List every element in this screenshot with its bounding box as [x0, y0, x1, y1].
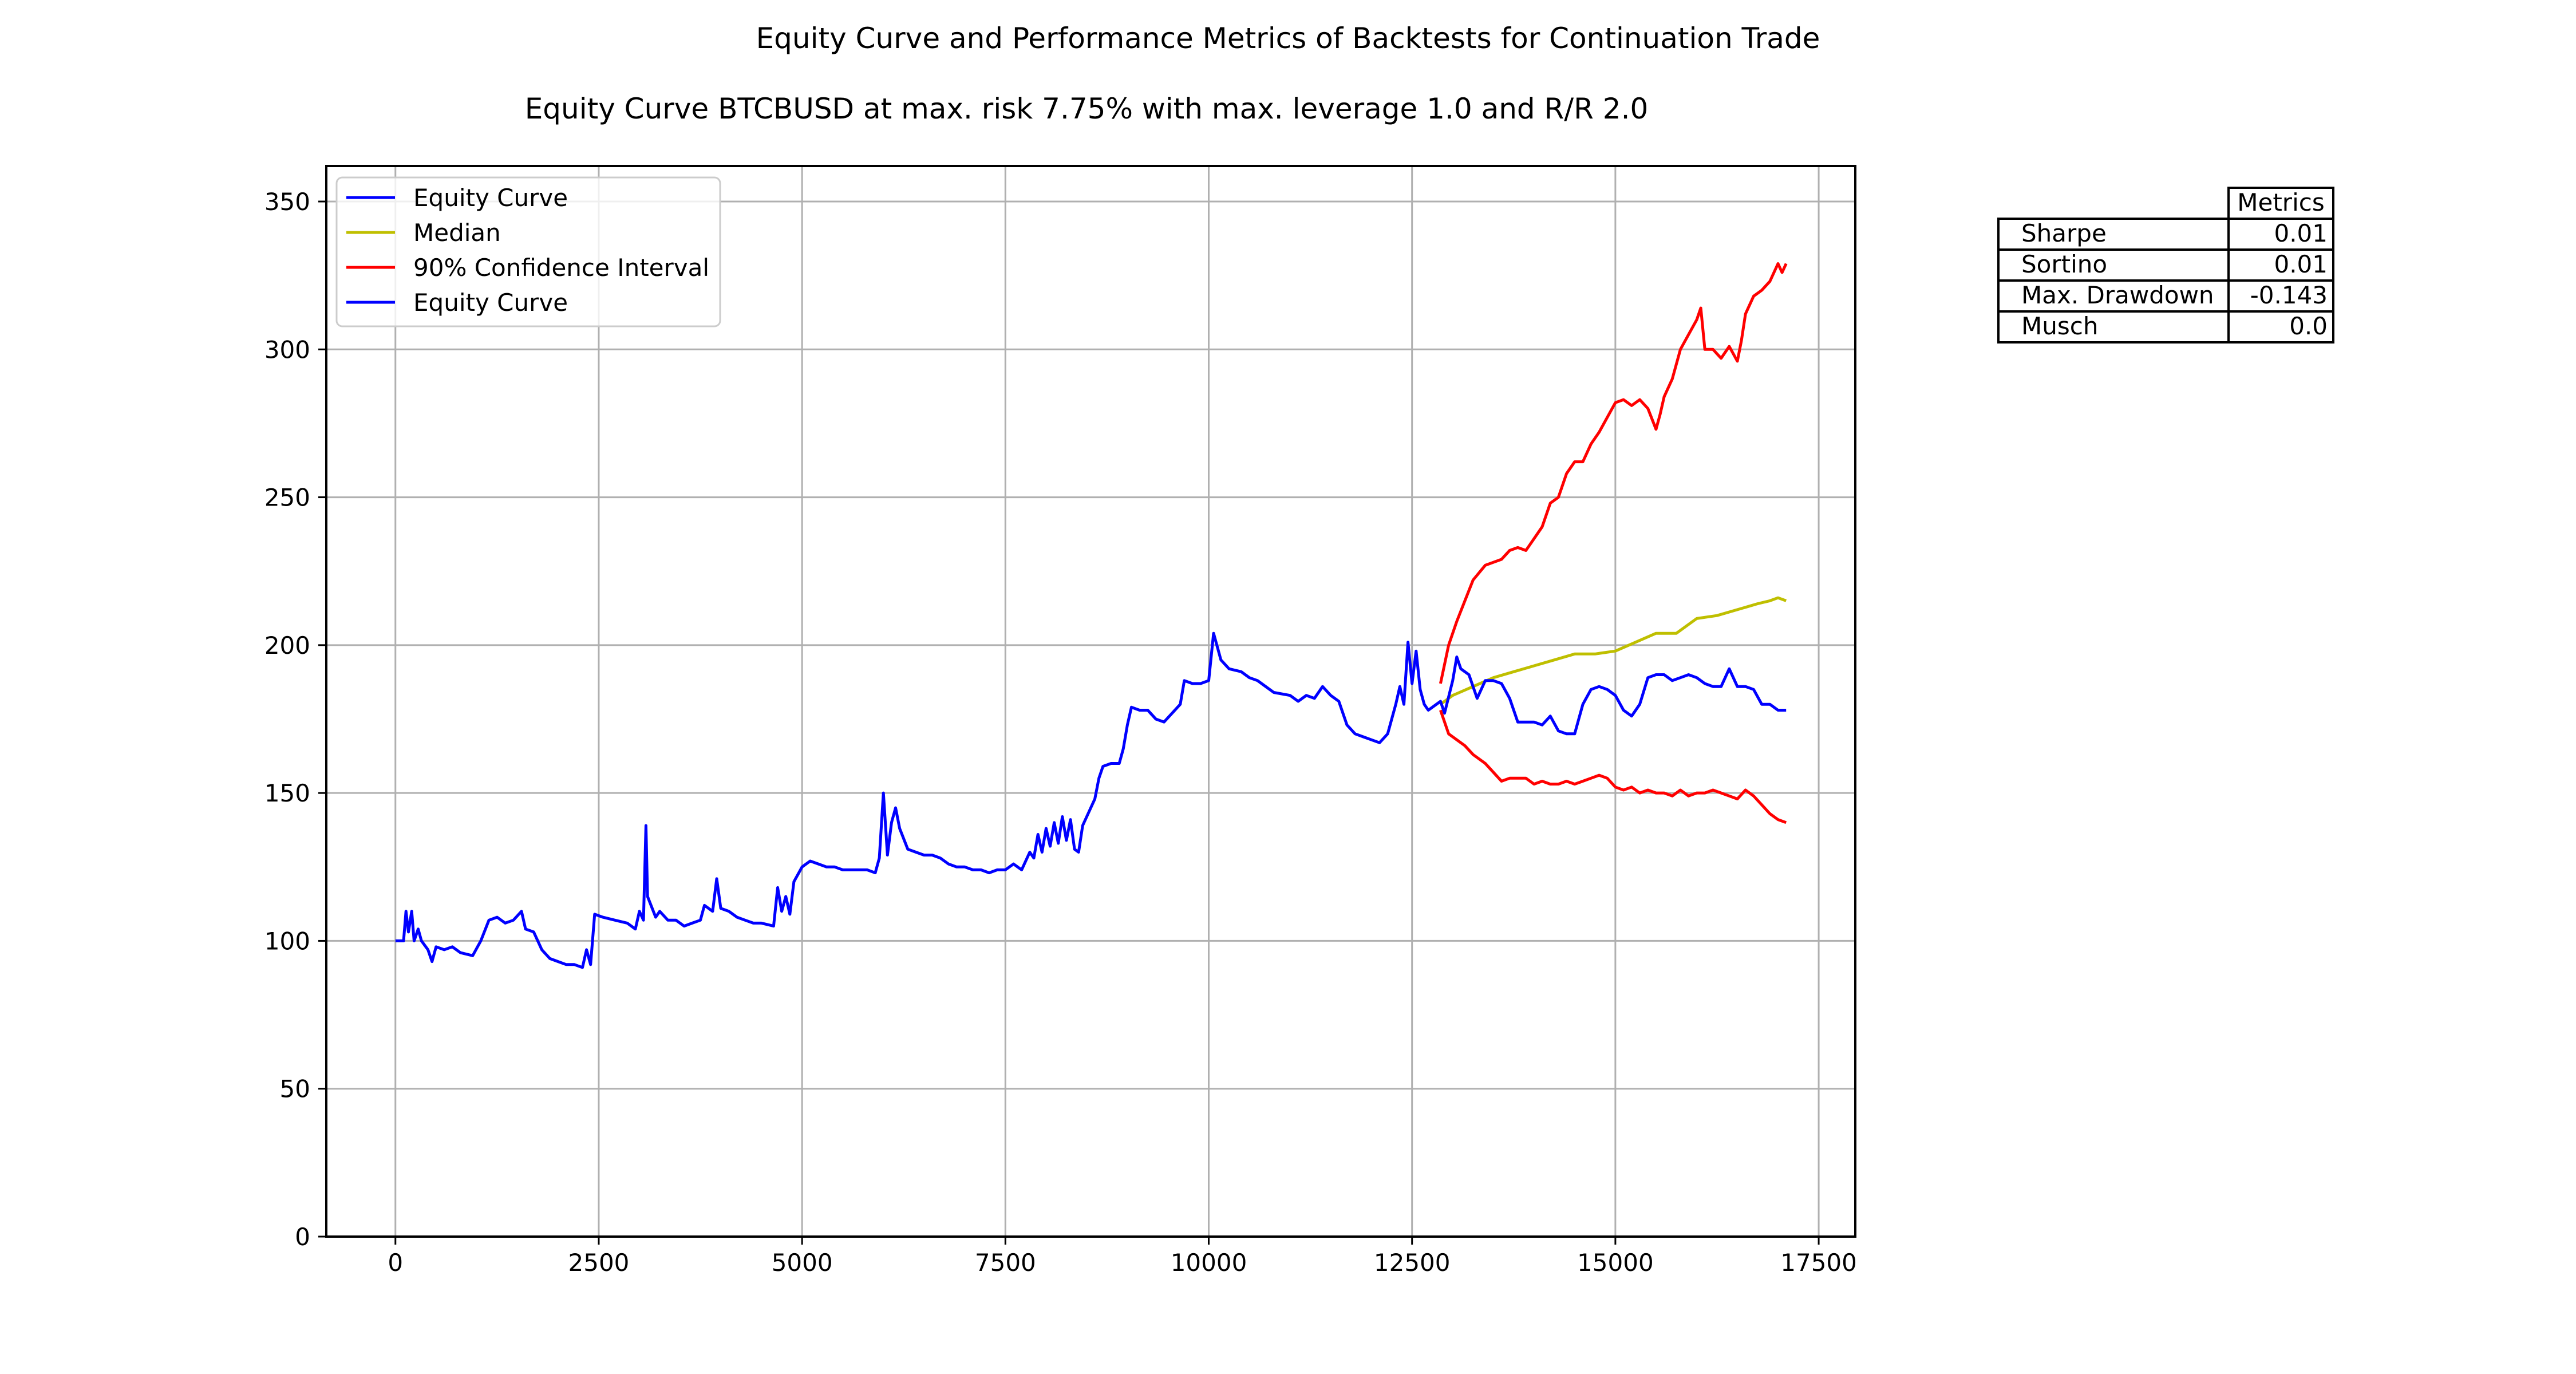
metric-value: -0.143: [2227, 279, 2334, 313]
equity-curve-line: [395, 631, 1787, 969]
metrics-row: Sortino 0.01: [1997, 248, 2334, 282]
legend-box: [335, 176, 721, 327]
x-tick-label: 17500: [1780, 1249, 1857, 1277]
x-tick-label: 5000: [772, 1249, 833, 1277]
y-tick-label: 50: [280, 1075, 310, 1103]
y-tick-label: 100: [264, 927, 310, 955]
legend-label: Equity Curve: [413, 184, 568, 212]
metric-label: Max. Drawdown: [1997, 279, 2230, 313]
legend-label: Equity Curve: [413, 289, 568, 317]
y-tick-label: 150: [264, 779, 310, 807]
metric-value: 0.0: [2227, 310, 2334, 344]
metric-label: Musch: [1997, 310, 2230, 344]
y-axis: 0 50 100 150 200 250 300 350: [264, 188, 326, 1251]
metrics-row: Musch 0.0: [1997, 310, 2334, 344]
chart-title: Equity Curve BTCBUSD at max. risk 7.75% …: [525, 92, 1649, 125]
legend-label: Median: [413, 219, 501, 247]
metric-label: Sortino: [1997, 248, 2230, 282]
y-tick-label: 200: [264, 631, 310, 660]
metrics-row: Sharpe 0.01: [1997, 218, 2334, 251]
x-tick-label: 12500: [1374, 1249, 1451, 1277]
gridlines: [326, 166, 1855, 1238]
x-tick-label: 0: [388, 1249, 403, 1277]
y-tick-label: 350: [264, 188, 310, 216]
legend-label: 90% Confidence Interval: [413, 254, 709, 282]
y-tick-label: 250: [264, 484, 310, 512]
metric-label: Sharpe: [1997, 218, 2230, 251]
metrics-table: Metrics Sharpe 0.01 Sortino 0.01 Max. Dr…: [1997, 187, 2334, 344]
figure-title: Equity Curve and Performance Metrics of …: [756, 22, 1820, 55]
axes-frame: [325, 165, 1856, 1238]
metric-value: 0.01: [2227, 248, 2334, 282]
ci-upper-line: [1439, 262, 1788, 684]
metrics-corner: [1998, 188, 2229, 219]
metrics-header: Metrics: [2227, 187, 2334, 220]
y-tick-label: 300: [264, 335, 310, 364]
ci-lower-line: [1439, 709, 1787, 824]
x-tick-label: 2500: [568, 1249, 630, 1277]
x-tick-label: 15000: [1577, 1249, 1654, 1277]
metric-value: 0.01: [2227, 218, 2334, 251]
x-tick-label: 7500: [975, 1249, 1036, 1277]
median-line: [1439, 596, 1787, 706]
plot-area: [395, 262, 1788, 969]
metrics-header-row: Metrics: [1998, 187, 2334, 220]
x-tick-label: 10000: [1171, 1249, 1247, 1277]
metrics-row: Max. Drawdown -0.143: [1997, 279, 2334, 313]
y-tick-label: 0: [295, 1223, 310, 1251]
x-axis: 0 2500 5000 7500 10000 12500 15000 17500: [388, 1237, 1857, 1277]
legend: Equity Curve Median 90% Confidence Interva…: [335, 176, 721, 327]
